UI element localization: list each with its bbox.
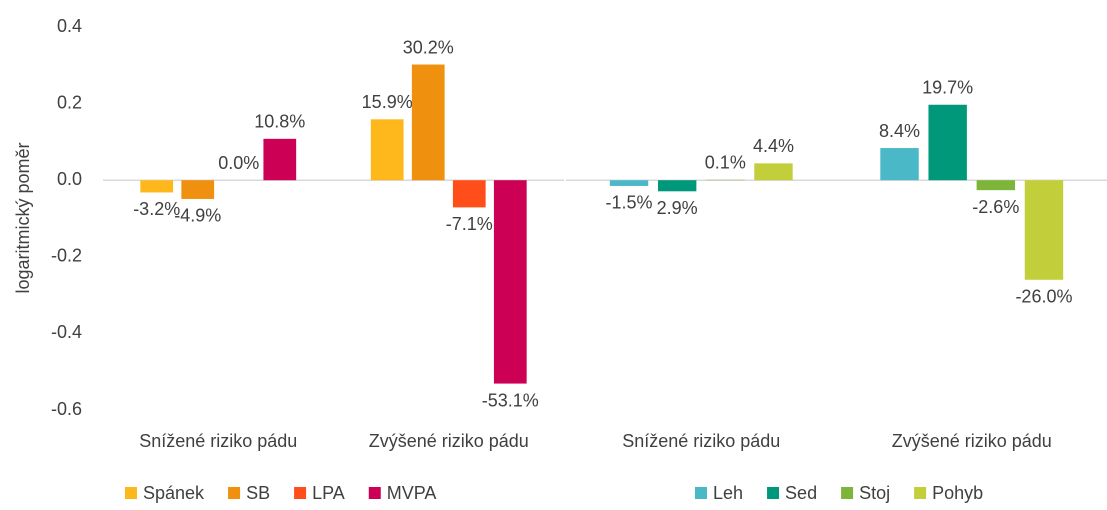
bar [928,105,966,180]
legend-label: Spánek [143,483,205,503]
bar [140,180,173,192]
bar [412,65,445,181]
x-tick-label: Snížené riziko pádu [139,431,297,451]
data-label: 0.0% [218,153,259,173]
data-label: 0.1% [705,153,746,173]
y-tick-label: 0.4 [57,16,82,36]
data-label: 19.7% [922,77,973,97]
bar [494,180,527,383]
data-label: -53.1% [482,390,539,410]
legend-swatch [228,487,240,499]
bar [1025,180,1063,280]
legend-label: Sed [785,483,817,503]
legend-label: MVPA [387,483,437,503]
legend-label: SB [246,483,270,503]
bar [977,180,1015,190]
data-label: 30.2% [403,37,454,57]
legend-swatch [125,487,137,499]
data-label: -1.5% [606,193,653,213]
x-tick-label: Zvýšené riziko pádu [369,431,529,451]
legend-label: Stoj [859,483,890,503]
bar [880,148,918,180]
data-label: -4.9% [174,206,221,226]
legend-label: LPA [312,483,345,503]
legend-swatch [914,487,926,499]
bar [371,119,404,180]
bar [610,180,648,186]
data-label: 10.8% [254,112,305,132]
data-label: -7.1% [446,214,493,234]
bar [181,180,214,199]
y-axis-label: logaritmický poměr [13,142,33,293]
y-tick-label: -0.6 [51,399,82,419]
bar [263,139,296,180]
x-tick-label: Snížené riziko pádu [622,431,780,451]
data-label: -3.2% [133,199,180,219]
bar [453,180,486,207]
legend-swatch [695,487,707,499]
legend-swatch [841,487,853,499]
legend-swatch [767,487,779,499]
legend-label: Leh [713,483,743,503]
data-label: 15.9% [362,92,413,112]
bar [658,180,696,191]
y-tick-label: -0.4 [51,322,82,342]
y-tick-label: 0.0 [57,169,82,189]
bar [754,163,792,180]
data-label: -26.0% [1015,287,1072,307]
data-label: 4.4% [753,136,794,156]
data-label: -2.6% [972,197,1019,217]
legend-swatch [369,487,381,499]
y-tick-label: 0.2 [57,92,82,112]
data-label: 2.9% [657,198,698,218]
legend-swatch [294,487,306,499]
y-tick-label: -0.2 [51,246,82,266]
legend-label: Pohyb [932,483,983,503]
x-tick-label: Zvýšené riziko pádu [892,431,1052,451]
data-label: 8.4% [879,121,920,141]
